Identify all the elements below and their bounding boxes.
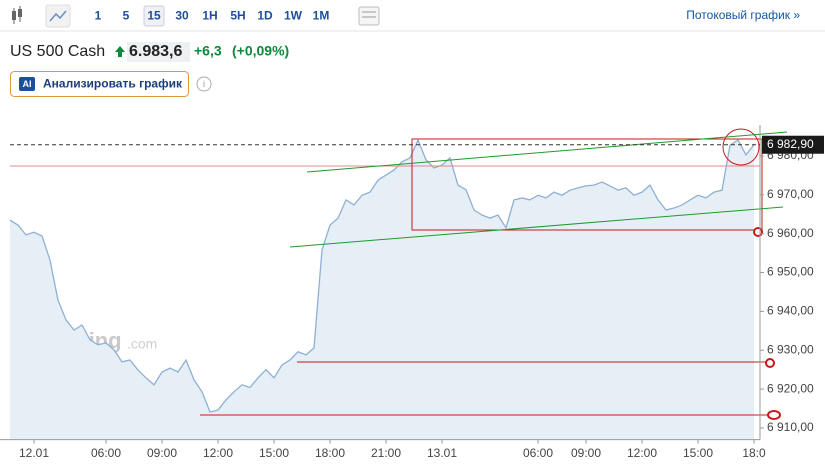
x-tick-label: 15:00	[259, 446, 289, 460]
x-tick-label: 15:00	[683, 446, 713, 460]
watermark-suffix: .com	[127, 336, 157, 352]
interval[interactable]: 15	[147, 9, 161, 23]
interval[interactable]: 1H	[202, 9, 217, 23]
x-tick-label: 21:00	[371, 446, 401, 460]
price-bg	[127, 42, 190, 62]
change: +6,3	[194, 43, 222, 59]
interval[interactable]: 30	[175, 9, 189, 23]
last-price-box	[762, 135, 824, 154]
price-line	[9, 138, 755, 413]
analyze-label[interactable]: Анализировать график	[43, 77, 183, 91]
x-tick-label: 12:00	[627, 446, 657, 460]
y-tick-label: 6 940,00	[767, 304, 814, 318]
y-tick-label: 6 910,00	[767, 420, 814, 434]
drawings	[10, 128, 788, 420]
interval-active	[143, 5, 165, 27]
drawn-box	[411, 138, 763, 231]
line-handle[interactable]	[767, 410, 781, 420]
analyze-button[interactable]	[10, 71, 189, 97]
area-fill	[10, 140, 754, 440]
line-handle[interactable]	[765, 358, 775, 368]
y-tick-label: 6 920,00	[767, 381, 814, 395]
trend-line	[306, 131, 788, 173]
y-tick-label: 6 950,00	[767, 265, 814, 279]
ai-badge-text: AI	[23, 79, 32, 89]
interval[interactable]: 1	[95, 9, 102, 23]
y-tick-label: 6 960,00	[767, 226, 814, 240]
interval[interactable]: 5H	[230, 9, 245, 23]
candle-icon[interactable]	[12, 6, 22, 24]
line-handle[interactable]	[753, 227, 763, 237]
trend-line	[289, 206, 784, 248]
info-icon[interactable]	[196, 76, 212, 92]
last-price-label: 6 982,90	[767, 137, 814, 151]
interval[interactable]: 1W	[284, 9, 303, 23]
interval[interactable]: 1D	[257, 9, 273, 23]
x-tick-label: 09:00	[571, 446, 601, 460]
up-arrow	[115, 46, 125, 57]
drawn-circle	[722, 128, 760, 166]
x-tick-label: 09:00	[147, 446, 177, 460]
x-tick-label: 12:00	[203, 446, 233, 460]
interval[interactable]: 1M	[313, 9, 330, 23]
x-tick-label: 12.01	[19, 446, 49, 460]
x-tick-label: 06:00	[523, 446, 553, 460]
line-icon-glyph	[49, 10, 67, 22]
y-tick-label: 6 970,00	[767, 187, 814, 201]
price: 6.983,6	[129, 43, 182, 60]
x-tick-label: 18:00	[315, 446, 345, 460]
symbol: US 500 Cash	[10, 43, 105, 60]
ai-badge	[19, 77, 35, 91]
stream-link[interactable]: Потоковый график »	[686, 8, 800, 22]
table-icon[interactable]	[358, 6, 380, 26]
x-tick-label: 06:00	[91, 446, 121, 460]
x-tick-label: 18:0	[742, 446, 766, 460]
info-icon-glyph: i	[203, 79, 205, 89]
interval[interactable]: 5	[123, 9, 130, 23]
change-pct: (+0,09%)	[232, 43, 289, 59]
y-tick-label: 6 930,00	[767, 342, 814, 356]
x-tick-label: 13.01	[427, 446, 457, 460]
